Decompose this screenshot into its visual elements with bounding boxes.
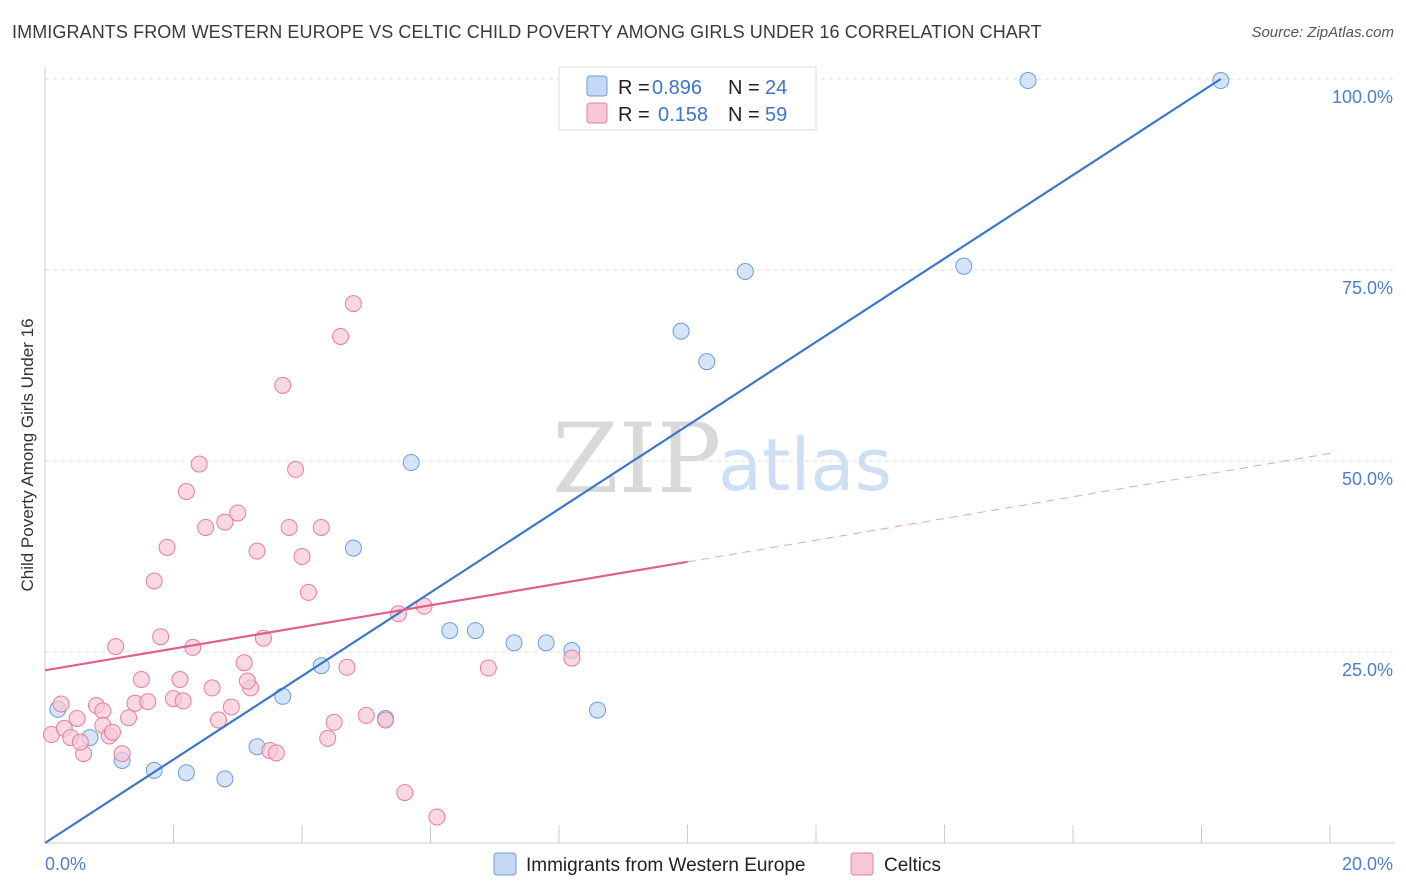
data-point [103, 723, 121, 741]
series-legend: Immigrants from Western Europe Celtics [493, 852, 941, 876]
data-point [203, 679, 221, 697]
trend-line [44, 560, 688, 672]
data-point [209, 711, 227, 729]
data-point [52, 695, 70, 713]
data-point [505, 634, 523, 652]
data-point [222, 698, 240, 716]
data-point [563, 649, 581, 667]
bottom-legend-swatch-celtics [850, 852, 874, 876]
data-point [332, 327, 350, 345]
bottom-legend-label-celtics: Celtics [884, 855, 941, 876]
axes [44, 67, 1395, 844]
data-point [177, 483, 195, 501]
y-tick-label: 100.0% [1332, 87, 1393, 107]
trend-line-extension [687, 452, 1331, 563]
watermark-atlas: atlas [718, 423, 892, 507]
series-celtics-points [42, 295, 581, 826]
data-point [238, 672, 256, 690]
tick-labels: 25.0% 50.0% 75.0% 100.0% 0.0% 20.0% [45, 87, 1393, 874]
data-point [190, 455, 208, 473]
data-point [344, 295, 362, 313]
data-point [338, 658, 356, 676]
data-point [120, 709, 138, 727]
data-point [274, 376, 292, 394]
x-tick-label: 20.0% [1342, 854, 1393, 874]
data-point [132, 671, 150, 689]
legend-r-label-celtics: R = [618, 104, 650, 126]
legend-r-label-immigrants: R = [618, 77, 650, 99]
y-tick-label: 50.0% [1342, 469, 1393, 489]
data-point [736, 263, 754, 281]
data-point [428, 808, 446, 826]
legend-swatch-celtics [586, 102, 608, 124]
data-point [1019, 72, 1037, 90]
data-point [479, 659, 497, 677]
trend-lines [44, 78, 1331, 844]
data-point [396, 784, 414, 802]
legend-n-label-immigrants: N = [728, 77, 760, 99]
data-point [107, 638, 125, 656]
data-point [274, 687, 292, 705]
legend-n-value-immigrants: 24 [765, 77, 787, 99]
y-tick-label: 75.0% [1342, 278, 1393, 298]
data-point [672, 322, 690, 340]
y-axis-label: Child Poverty Among Girls Under 16 [18, 318, 37, 591]
data-point [377, 711, 395, 729]
legend-n-label-celtics: N = [728, 104, 760, 126]
legend-r-value-immigrants: 0.896 [652, 77, 702, 99]
data-point [197, 518, 215, 536]
data-point [589, 701, 607, 719]
x-tick-label: 0.0% [45, 854, 86, 874]
data-point [287, 460, 305, 478]
data-point [312, 518, 330, 536]
data-point [68, 709, 86, 727]
bottom-legend-swatch-immigrants [493, 852, 517, 876]
trend-line [44, 78, 1222, 844]
legend-swatch-immigrants [586, 75, 608, 97]
data-point [216, 770, 234, 788]
data-point [293, 548, 311, 565]
data-point [325, 713, 343, 731]
data-point [537, 634, 555, 652]
data-point [319, 729, 337, 747]
data-point [177, 764, 195, 782]
data-point [71, 733, 89, 751]
y-tick-label: 25.0% [1342, 660, 1393, 680]
chart-title: IMMIGRANTS FROM WESTERN EUROPE VS CELTIC… [12, 22, 1042, 42]
data-point [235, 654, 253, 672]
data-point [158, 538, 176, 556]
data-point [441, 622, 459, 640]
data-point [955, 257, 973, 275]
data-point [698, 353, 716, 371]
bottom-legend-label-immigrants: Immigrants from Western Europe [526, 855, 805, 876]
data-point [1212, 72, 1230, 90]
data-point [174, 692, 192, 710]
data-point [344, 539, 362, 557]
data-point [113, 745, 131, 763]
data-point [267, 744, 285, 762]
data-point [145, 572, 163, 590]
grid-lines [45, 78, 1395, 653]
data-point [402, 454, 420, 472]
data-point [466, 622, 484, 640]
data-point [139, 693, 157, 711]
data-point [216, 513, 234, 531]
data-point [152, 628, 170, 646]
data-point [94, 702, 112, 720]
data-point [171, 671, 189, 689]
data-point [299, 583, 317, 601]
data-point [280, 518, 298, 536]
data-point [357, 706, 375, 724]
legend-n-value-celtics: 59 [765, 104, 787, 126]
correlation-legend: R = 0.896 N = 24 R = 0.158 N = 59 [558, 66, 817, 131]
watermark: ZIP atlas [552, 403, 892, 515]
legend-r-value-celtics: 0.158 [658, 104, 708, 126]
data-point [229, 504, 247, 522]
data-point [248, 542, 266, 560]
chart-source: Source: ZipAtlas.com [1251, 24, 1394, 41]
